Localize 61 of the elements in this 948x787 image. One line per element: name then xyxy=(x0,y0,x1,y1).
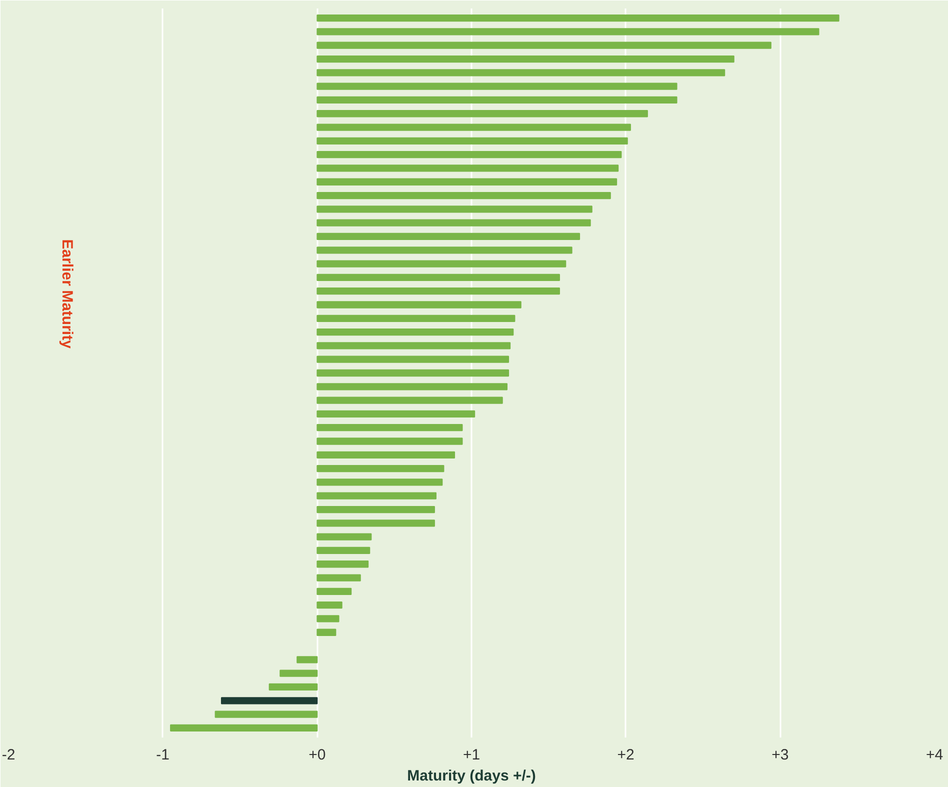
bar xyxy=(316,492,437,500)
bar xyxy=(316,383,508,390)
x-axis-title: Maturity (days +/-) xyxy=(407,768,536,784)
bar xyxy=(316,14,840,22)
bar xyxy=(316,356,510,363)
bar xyxy=(316,628,336,636)
bar xyxy=(316,424,463,432)
x-tick-label: +2 xyxy=(617,746,634,764)
bar xyxy=(316,533,372,540)
bar xyxy=(220,697,318,704)
bar xyxy=(214,710,318,718)
bar xyxy=(316,82,678,90)
bar xyxy=(316,506,435,514)
bar xyxy=(316,396,503,404)
bar xyxy=(316,124,631,131)
bar xyxy=(316,410,476,418)
bar xyxy=(316,438,463,445)
bar xyxy=(316,288,560,295)
bar xyxy=(316,178,618,186)
bar xyxy=(316,219,591,226)
x-tick-label: -1 xyxy=(156,746,170,764)
bar xyxy=(316,69,726,76)
x-tick-label: +3 xyxy=(772,746,789,764)
bar xyxy=(316,520,435,527)
bar xyxy=(316,588,352,595)
bar xyxy=(316,164,619,172)
bar xyxy=(280,670,318,677)
bar xyxy=(316,314,516,322)
bar xyxy=(316,615,340,622)
bar xyxy=(316,42,772,49)
bar xyxy=(316,151,622,158)
bar xyxy=(316,560,369,568)
x-tick-label: +0 xyxy=(308,746,326,764)
bar xyxy=(316,110,648,118)
bar xyxy=(316,369,510,377)
x-tick-label: +4 xyxy=(926,746,944,764)
annotation: Earlier Maturity xyxy=(58,239,76,350)
bar xyxy=(316,192,611,200)
bar xyxy=(316,260,566,268)
bar xyxy=(316,478,443,486)
bar xyxy=(316,574,361,582)
bar xyxy=(316,274,560,282)
x-tick-label: +1 xyxy=(462,746,480,764)
bar xyxy=(316,546,370,554)
bar xyxy=(316,451,456,458)
bar xyxy=(316,246,572,254)
bar xyxy=(316,55,734,63)
bar xyxy=(316,464,444,472)
bar xyxy=(316,232,580,240)
bar xyxy=(316,301,522,308)
bar xyxy=(268,683,318,691)
bar xyxy=(316,28,820,36)
bar xyxy=(316,206,592,213)
bar xyxy=(316,328,514,336)
bar xyxy=(316,342,511,350)
bar xyxy=(316,602,342,609)
x-tick-label: -2 xyxy=(2,746,16,764)
bar xyxy=(316,96,678,104)
bar xyxy=(296,656,318,664)
bar xyxy=(170,724,318,732)
bar xyxy=(316,137,628,144)
